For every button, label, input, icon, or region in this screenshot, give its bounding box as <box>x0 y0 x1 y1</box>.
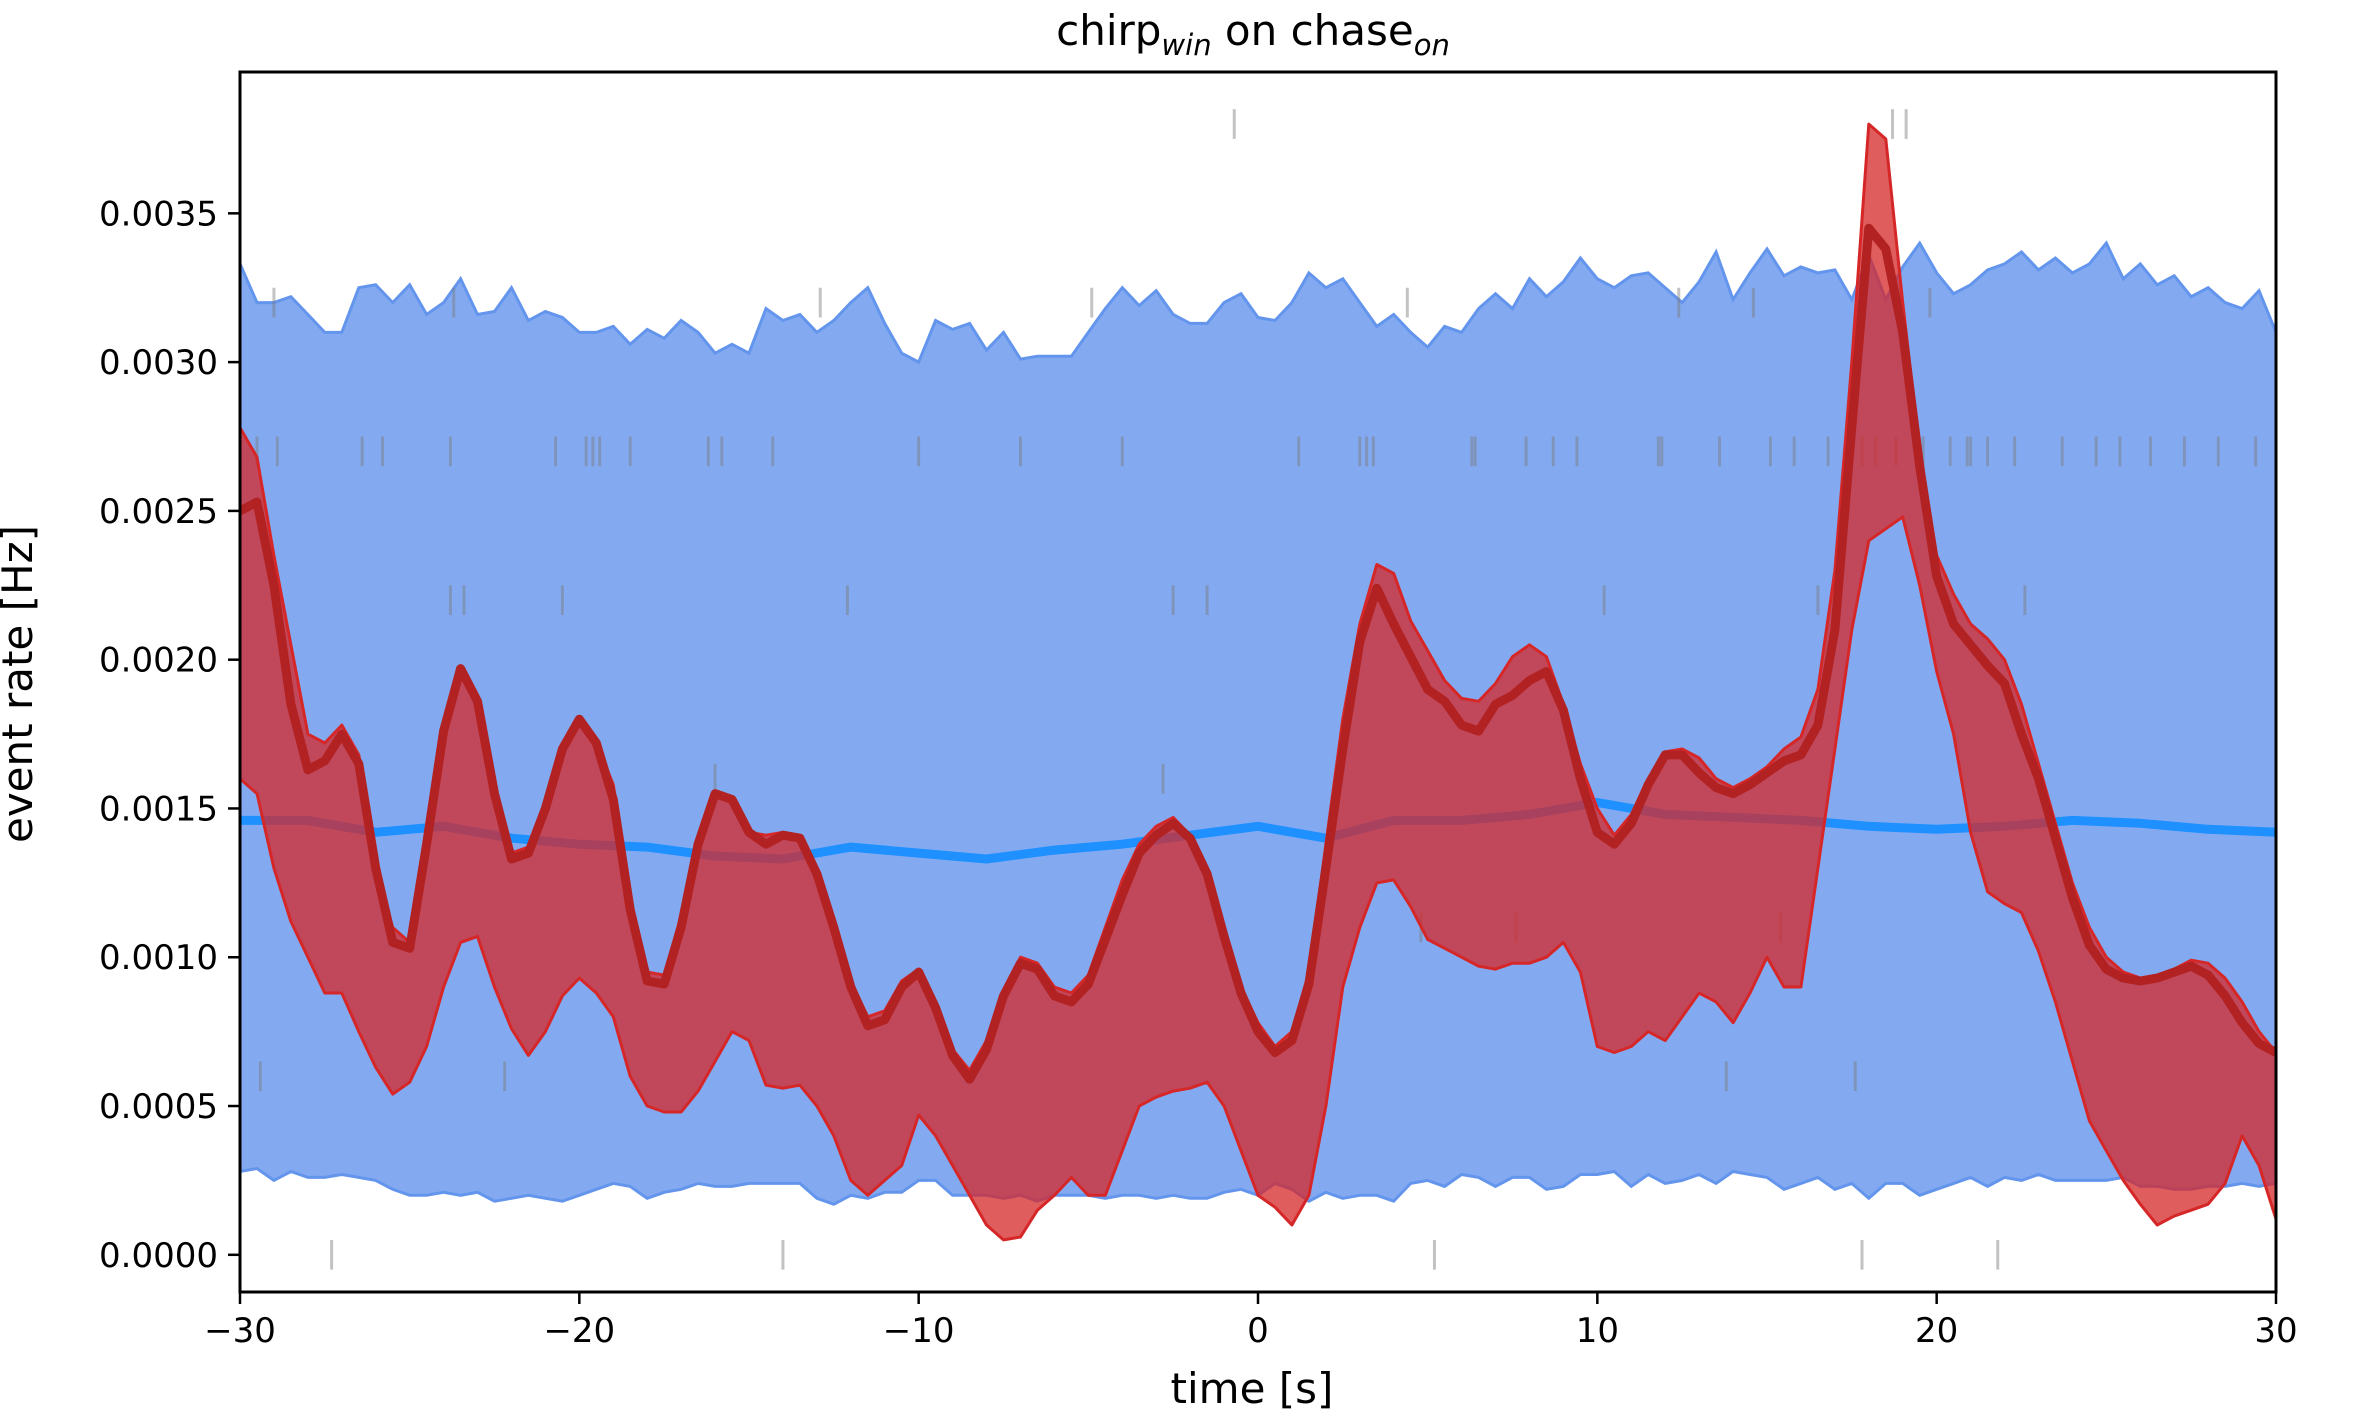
y-tick-label-6: 0.0030 <box>99 343 218 383</box>
title-part-on-chase: on chase <box>1212 6 1414 55</box>
x-tick-label-3: 0 <box>1247 1311 1269 1351</box>
x-tick-label-2: −10 <box>883 1311 955 1351</box>
x-tick-label-6: 30 <box>2254 1311 2297 1351</box>
y-tick-label-1: 0.0005 <box>99 1087 218 1127</box>
y-tick-label-4: 0.0020 <box>99 641 218 681</box>
x-tick-label-4: 10 <box>1576 1311 1619 1351</box>
y-tick-label-5: 0.0025 <box>99 492 218 532</box>
y-tick-label-3: 0.0015 <box>99 789 218 829</box>
title-subscript-win: win <box>1161 28 1211 62</box>
chart-title: chirpwin on chaseon <box>1056 6 1450 62</box>
real-median-line <box>240 223 2276 1084</box>
x-axis-label: time [s] <box>1171 1364 1334 1413</box>
x-tick-label-1: −20 <box>543 1311 615 1351</box>
x-tick-label-5: 20 <box>1915 1311 1958 1351</box>
y-tick-label-2: 0.0010 <box>99 938 218 978</box>
plot-area <box>240 109 2276 1270</box>
axes: −30 −20 −10 0 10 20 30 0.0000 0.0005 0.0010 0.0015… <box>99 70 2298 1351</box>
y-axis-label: event rate [Hz] <box>0 525 42 843</box>
title-subscript-on: on <box>1414 28 1450 62</box>
x-tick-label-0: −30 <box>204 1311 276 1351</box>
title-part-chirp: chirp <box>1056 6 1161 55</box>
y-tick-label-0: 0.0000 <box>99 1236 218 1276</box>
plot-content <box>240 109 2276 1270</box>
y-tick-label-7: 0.0035 <box>99 194 218 234</box>
